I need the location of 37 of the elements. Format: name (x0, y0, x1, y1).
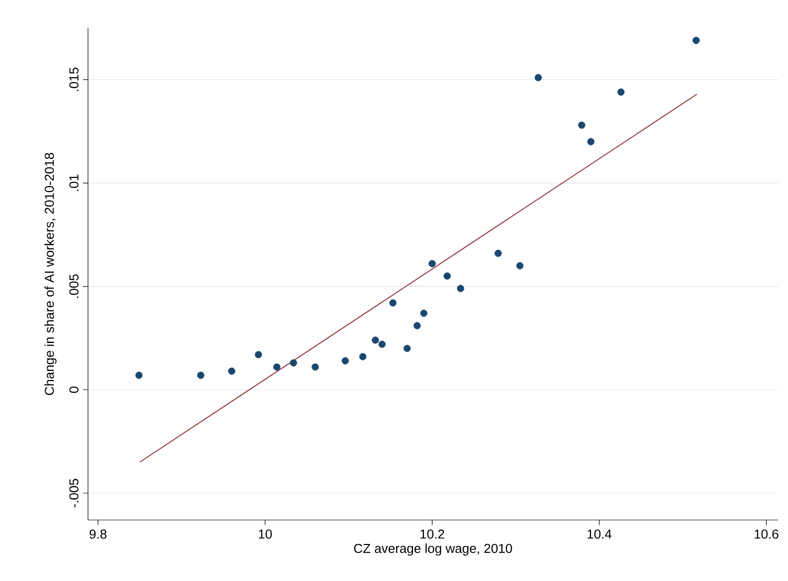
x-axis-title: CZ average log wage, 2010 (354, 544, 512, 556)
point (312, 363, 319, 371)
point (617, 88, 625, 96)
point (372, 336, 379, 344)
x-tick-label: 10.4 (588, 530, 612, 539)
point (414, 322, 421, 330)
point (228, 368, 236, 375)
point (444, 272, 451, 280)
y-axis-title: Change in share of AI workers, 2010-2018 (44, 152, 56, 396)
point (692, 36, 700, 44)
point (420, 310, 428, 317)
y-tick-label: .005 (69, 274, 78, 298)
y-tick-label: .015 (69, 68, 78, 92)
point (494, 250, 502, 257)
x-tick-label: 10.6 (754, 530, 778, 539)
point (342, 357, 349, 364)
x-tick-label: 10.2 (420, 530, 444, 539)
point (389, 299, 396, 307)
y-tick-label: -.005 (69, 478, 78, 508)
point (273, 363, 280, 371)
point (456, 284, 464, 292)
point (404, 344, 411, 352)
point (587, 138, 594, 146)
point (578, 122, 586, 129)
y-tick-label: 0 (69, 386, 78, 393)
point (516, 262, 524, 270)
point (378, 340, 386, 348)
point (428, 260, 436, 268)
point (197, 372, 204, 379)
x-tick-label: 9.8 (90, 530, 106, 539)
x-tick-label: 10 (258, 530, 272, 539)
point (534, 74, 542, 82)
point (359, 353, 366, 360)
point (135, 372, 143, 379)
point (290, 359, 298, 366)
y-tick-label: .01 (69, 174, 78, 191)
point (254, 351, 262, 358)
